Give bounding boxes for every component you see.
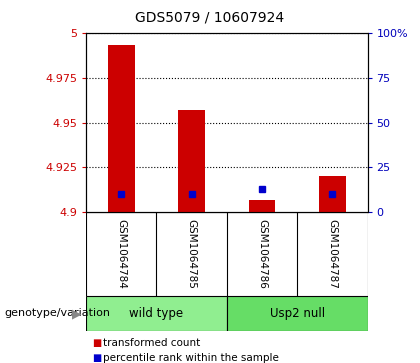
Bar	[108, 45, 135, 212]
Text: genotype/variation: genotype/variation	[4, 309, 110, 318]
Text: GSM1064786: GSM1064786	[257, 219, 267, 289]
Text: GSM1064785: GSM1064785	[186, 219, 197, 289]
Text: transformed count: transformed count	[103, 338, 200, 348]
Text: GDS5079 / 10607924: GDS5079 / 10607924	[135, 11, 285, 25]
Bar	[319, 176, 346, 212]
Text: wild type: wild type	[129, 307, 184, 320]
Text: percentile rank within the sample: percentile rank within the sample	[103, 352, 279, 363]
Bar	[227, 296, 368, 331]
Bar	[249, 200, 276, 212]
Text: Usp2 null: Usp2 null	[270, 307, 325, 320]
Bar	[86, 296, 227, 331]
Text: GSM1064787: GSM1064787	[327, 219, 337, 289]
Bar	[178, 110, 205, 212]
Text: ▶: ▶	[72, 307, 82, 320]
Text: ■: ■	[92, 352, 102, 363]
Text: GSM1064784: GSM1064784	[116, 219, 126, 289]
Text: ■: ■	[92, 338, 102, 348]
